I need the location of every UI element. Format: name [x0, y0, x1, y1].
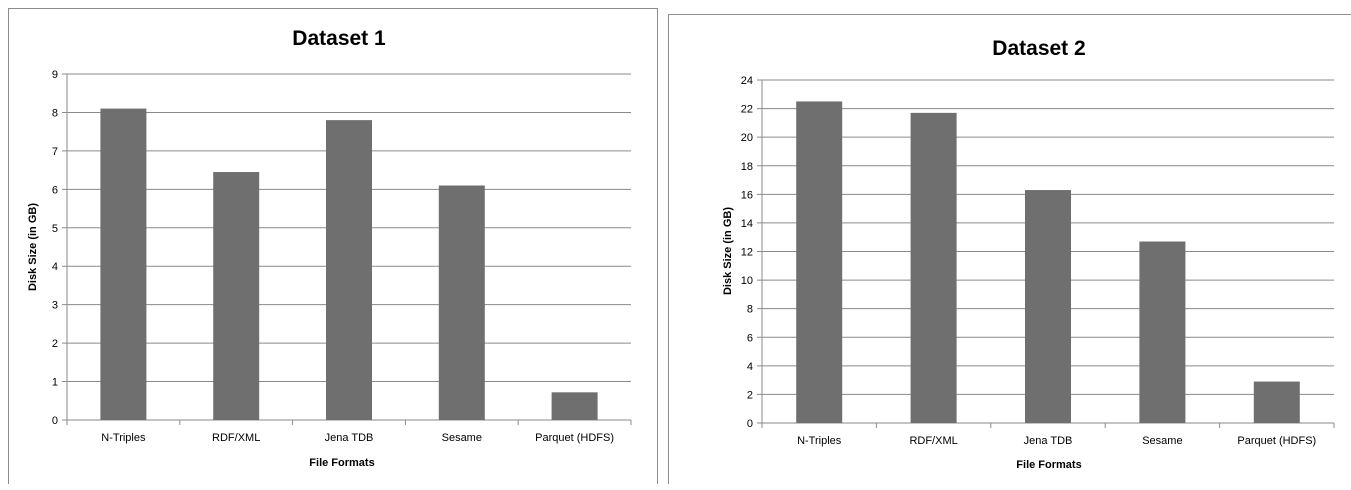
x-axis-title: File Formats — [309, 457, 374, 469]
x-tick-label: Sesame — [442, 432, 482, 444]
x-tick-label: Sesame — [1142, 435, 1182, 447]
chart-panel-dataset-1: Dataset 1 0 1 2 3 4 5 6 7 8 9 N-Triples RDF/XML Jena… — [8, 8, 658, 484]
y-axis-title: Disk Size (in GB) — [27, 203, 39, 291]
bar-n-triples — [100, 108, 147, 420]
y-tick-label: 2 — [52, 338, 58, 350]
x-tick-label: N-Triples — [797, 435, 842, 447]
y-tick-label: 0 — [747, 418, 753, 430]
chart-title: Dataset 2 — [992, 37, 1085, 60]
bar-jena-tdb — [1025, 190, 1071, 423]
y-tick-label: 6 — [52, 184, 58, 196]
y-tick-label: 4 — [747, 361, 753, 373]
bar-chart-dataset-1: Dataset 1 0 1 2 3 4 5 6 7 8 9 N-Triples RDF/XML Jena… — [27, 27, 632, 469]
x-axis-title: File Formats — [1016, 459, 1081, 471]
y-tick-label: 3 — [52, 300, 58, 312]
chart-title: Dataset 1 — [292, 27, 386, 50]
y-tick-label: 9 — [52, 69, 58, 81]
bar-parquet-hdfs — [1253, 381, 1300, 423]
y-tick-label: 8 — [52, 107, 58, 119]
bar-sesame — [438, 185, 485, 420]
y-tick-label: 24 — [741, 75, 753, 87]
y-tick-label: 18 — [741, 161, 753, 173]
bar-rdf-xml — [213, 172, 260, 420]
bar-jena-tdb — [326, 120, 372, 420]
y-tick-label: 6 — [747, 332, 753, 344]
x-tick-label: N-Triples — [101, 432, 146, 444]
bar-sesame — [1139, 241, 1186, 423]
x-tick-label: Jena TDB — [1024, 435, 1073, 447]
x-tick-label: Jena TDB — [325, 432, 374, 444]
y-tick-label: 8 — [747, 304, 753, 316]
y-tick-label: 16 — [741, 189, 753, 201]
x-tick-label: Parquet (HDFS) — [1237, 435, 1316, 447]
y-axis-title: Disk Size (in GB) — [722, 207, 734, 295]
y-tick-label: 20 — [741, 132, 753, 144]
x-tick-label: Parquet (HDFS) — [535, 432, 614, 444]
chart-panel-dataset-2: Dataset 2 0 2 4 6 8 10 12 14 16 18 20 22 24 N-Triples… — [668, 14, 1351, 484]
x-tick-label: RDF/XML — [909, 435, 957, 447]
y-tick-label: 22 — [741, 104, 753, 116]
y-tick-label: 12 — [741, 247, 753, 259]
y-tick-label: 7 — [52, 146, 58, 158]
y-tick-label: 10 — [741, 275, 753, 287]
x-tick-label: RDF/XML — [212, 432, 260, 444]
y-tick-label: 5 — [52, 223, 58, 235]
y-tick-label: 0 — [52, 415, 58, 427]
bar-parquet-hdfs — [551, 392, 598, 420]
y-tick-label: 2 — [747, 389, 753, 401]
bar-n-triples — [796, 101, 843, 423]
y-tick-label: 4 — [52, 261, 58, 273]
bar-rdf-xml — [910, 112, 957, 423]
y-tick-label: 1 — [52, 377, 58, 389]
bar-chart-dataset-2: Dataset 2 024681012141618202224N-Triples… — [722, 37, 1335, 471]
y-tick-label: 14 — [741, 218, 753, 230]
